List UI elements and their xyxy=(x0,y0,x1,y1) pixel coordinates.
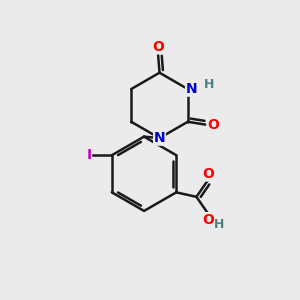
Text: N: N xyxy=(154,131,165,145)
Text: O: O xyxy=(152,40,164,54)
Text: O: O xyxy=(202,213,214,227)
Text: O: O xyxy=(202,167,214,181)
Text: I: I xyxy=(86,148,92,162)
Text: N: N xyxy=(186,82,197,96)
Text: O: O xyxy=(207,118,219,132)
Text: H: H xyxy=(214,218,225,231)
Text: H: H xyxy=(204,78,214,91)
